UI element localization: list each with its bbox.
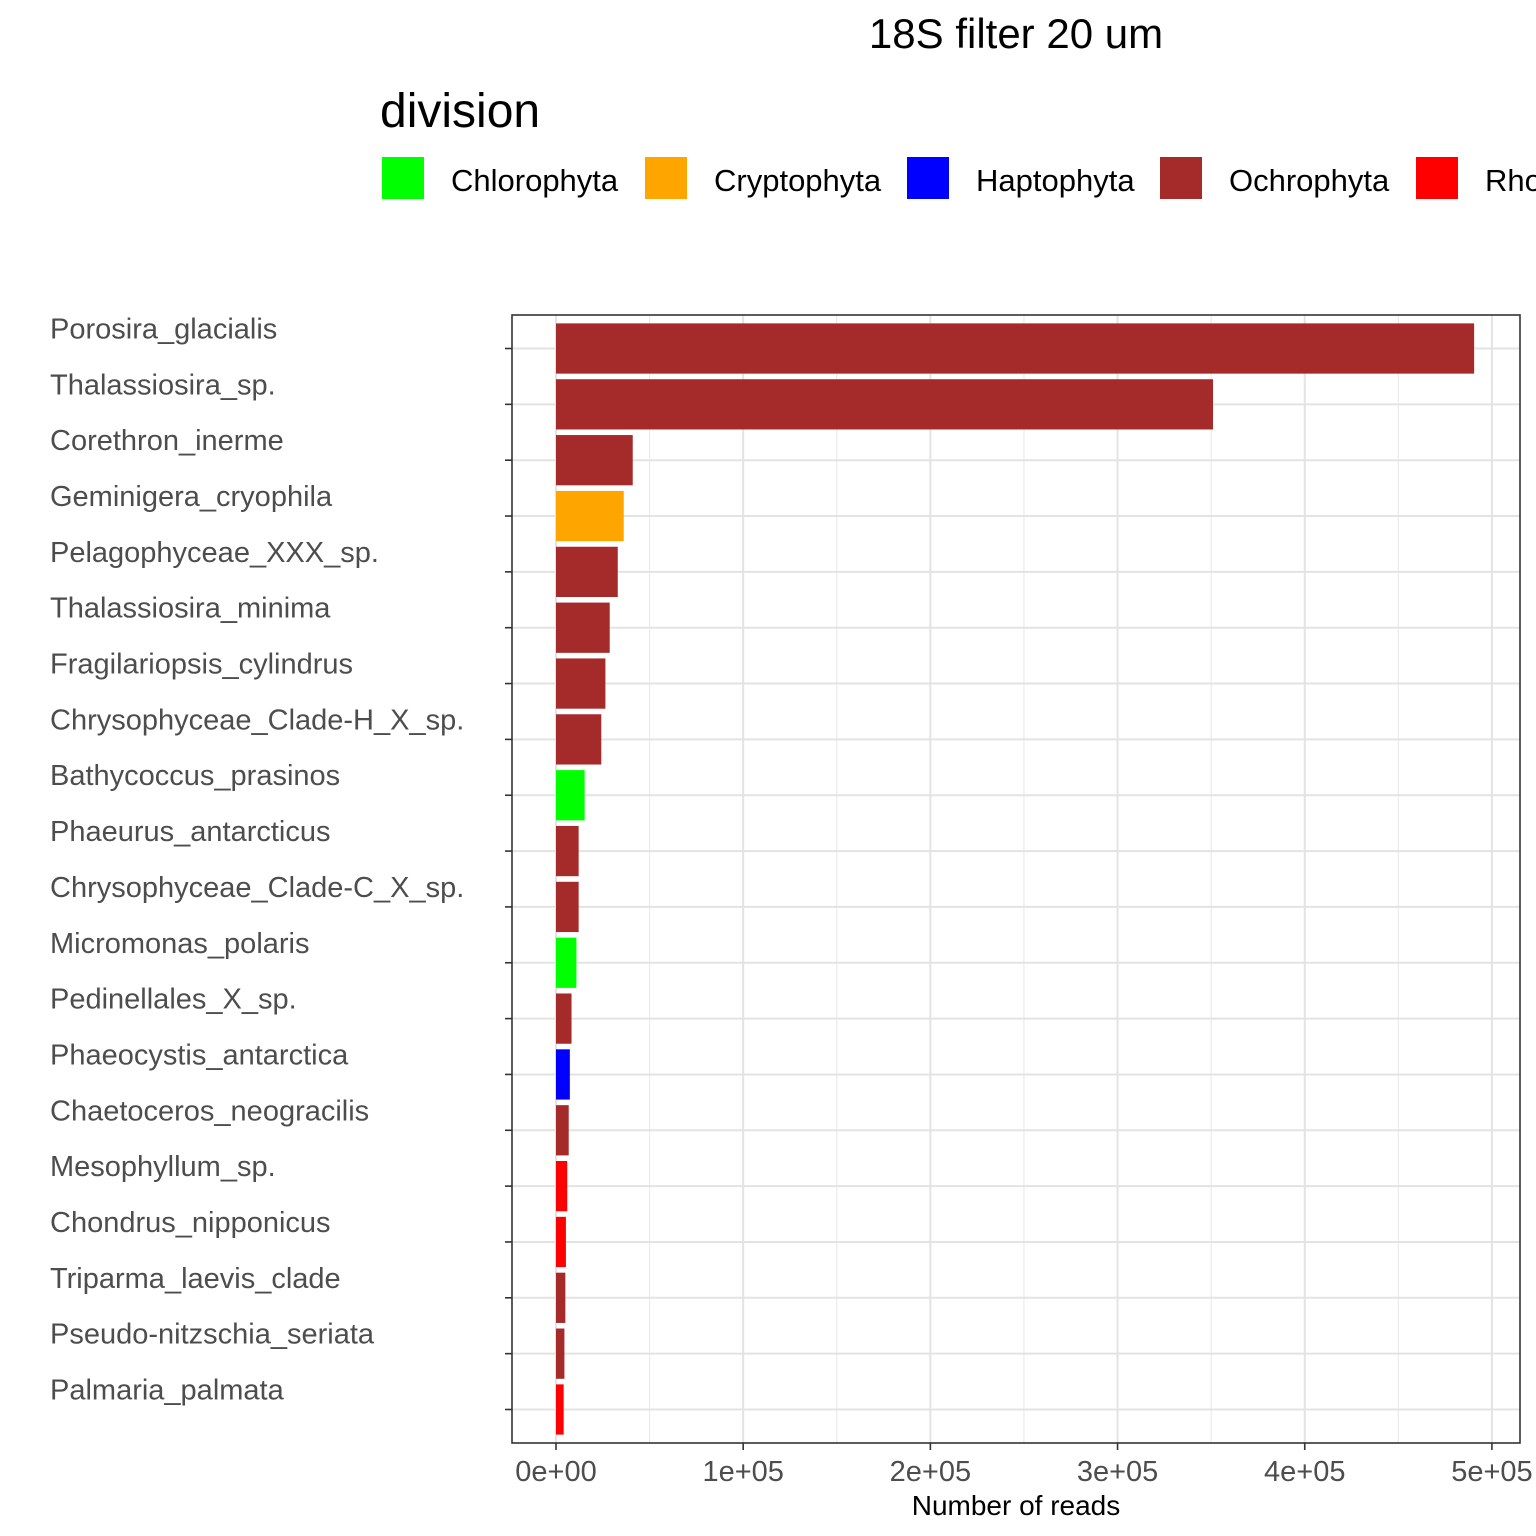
y-tick-label: Chaetoceros_neogracilis [50,1095,369,1127]
bar-mesophyllum-sp- [555,1161,568,1212]
y-tick-label: Triparma_laevis_clade [50,1263,341,1295]
bar-corethron-inerme [555,435,633,486]
legend: Chlorophyta Cryptophyta Haptophyta Ochrophy… [382,157,1536,199]
legend-label-chlorophyta: Chlorophyta [451,163,619,198]
y-tick-label: Chrysophyceae_Clade-C_X_sp. [50,872,464,904]
y-tick-label: Fragilariopsis_cylindrus [50,649,353,681]
y-tick-label: Chrysophyceae_Clade-H_X_sp. [50,704,464,736]
legend-key-ochrophyta [1160,157,1202,199]
y-tick-label: Phaeurus_antarcticus [50,816,331,848]
bar-chrysophyceae-clade-h-x-sp- [555,714,602,765]
y-tick-label: Thalassiosira_minima [50,593,331,625]
y-tick-label: Geminigera_cryophila [50,481,333,513]
bars [555,323,1475,1435]
x-tick-label: 5e+05 [1451,1456,1532,1488]
bar-pelagophyceae-xxx-sp- [555,546,618,597]
plot-border [511,314,1521,1444]
bar-thalassiosira-sp- [555,379,1214,430]
legend-label-cryptophyta: Cryptophyta [714,163,882,198]
y-tick-label: Pelagophyceae_XXX_sp. [50,537,379,569]
y-tick-label: Bathycoccus_prasinos [50,760,340,792]
legend-key-chlorophyta [382,157,424,199]
bar-triparma-laevis-clade [555,1272,566,1323]
y-tick-label: Pseudo-nitzschia_seriata [50,1319,375,1351]
legend-label-ochrophyta: Ochrophyta [1229,163,1390,198]
legend-label-haptophyta: Haptophyta [976,163,1135,198]
bar-fragilariopsis-cylindrus [555,658,606,709]
legend-label-rhodophyta: Rhodophyta [1485,163,1536,198]
y-tick-label: Phaeocystis_antarctica [50,1039,349,1071]
bar-chondrus-nipponicus [555,1216,566,1268]
bar-micromonas-polaris [555,937,577,988]
x-tick-label: 4e+05 [1264,1456,1345,1488]
y-tick-label: Porosira_glacialis [50,314,277,346]
y-tick-label: Micromonas_polaris [50,928,310,960]
bar-chrysophyceae-clade-c-x-sp- [555,881,579,933]
y-tick-label: Thalassiosira_sp. [50,369,276,401]
bar-chaetoceros-neogracilis [555,1105,569,1156]
bar-bathycoccus-prasinos [555,770,585,821]
y-tick-label: Mesophyllum_sp. [50,1151,276,1183]
bar-phaeurus-antarcticus [555,825,579,877]
x-tick-label: 3e+05 [1077,1456,1158,1488]
bar-thalassiosira-minima [555,602,610,653]
y-tick-label: Pedinellales_X_sp. [50,984,297,1016]
y-tick-label: Corethron_inerme [50,425,284,457]
bar-porosira-glacialis [555,323,1475,374]
legend-key-haptophyta [907,157,949,199]
bar-pseudo-nitzschia-seriata [555,1328,565,1379]
bar-phaeocystis-antarctica [555,1049,570,1100]
y-tick-label: Chondrus_nipponicus [50,1207,331,1239]
chart-title: 18S filter 20 um [869,10,1163,57]
x-axis-label: Number of reads [912,1490,1121,1521]
plot-panel [512,315,1520,1443]
bar-geminigera-cryophila [555,490,624,542]
legend-key-cryptophyta [645,157,687,199]
legend-key-rhodophyta [1416,157,1458,199]
bar-pedinellales-x-sp- [555,993,572,1044]
y-axis: Porosira_glacialis Thalassiosira_sp. Coret… [50,314,512,1411]
x-tick-label: 0e+00 [515,1456,596,1488]
bar-palmaria-palmata [555,1384,564,1435]
y-tick-label: Palmaria_palmata [50,1374,285,1406]
x-tick-label: 1e+05 [702,1456,783,1488]
legend-title: division [380,85,540,138]
x-axis: 0e+00 1e+05 2e+05 3e+05 4e+05 5e+05 [515,1443,1533,1488]
x-tick-label: 2e+05 [890,1456,971,1488]
